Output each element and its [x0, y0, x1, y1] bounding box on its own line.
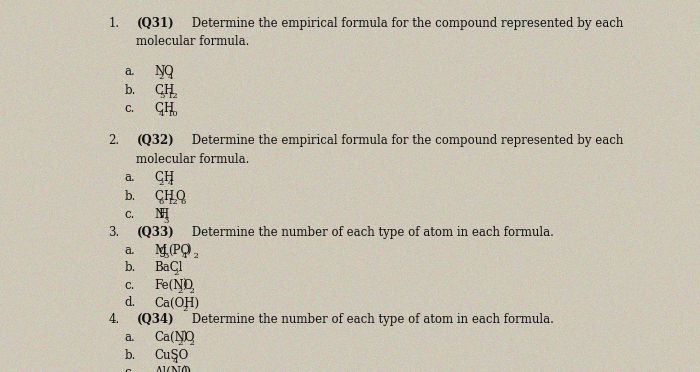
- Text: Ca(OH): Ca(OH): [154, 296, 199, 310]
- Text: 1.: 1.: [108, 17, 120, 30]
- Text: 3: 3: [164, 217, 169, 225]
- Text: (Q33): (Q33): [136, 226, 174, 239]
- Text: Fe(NO: Fe(NO: [154, 279, 193, 292]
- Text: a.: a.: [125, 244, 135, 257]
- Text: 10: 10: [168, 110, 178, 119]
- Text: c.: c.: [125, 102, 135, 115]
- Text: c.: c.: [125, 279, 135, 292]
- Text: a.: a.: [125, 171, 135, 184]
- Text: C: C: [154, 190, 163, 203]
- Text: g: g: [159, 244, 167, 257]
- Text: H: H: [163, 102, 173, 115]
- Text: 12: 12: [168, 92, 178, 100]
- Text: d.: d.: [125, 296, 136, 310]
- Text: (PO: (PO: [168, 244, 190, 257]
- Text: (Q34): (Q34): [136, 313, 174, 326]
- Text: c.: c.: [125, 208, 135, 221]
- Text: 2: 2: [178, 287, 183, 295]
- Text: ): ): [186, 244, 191, 257]
- Text: O: O: [176, 190, 185, 203]
- Text: Determine the number of each type of atom in each formula.: Determine the number of each type of ato…: [188, 313, 554, 326]
- Text: a.: a.: [125, 331, 135, 344]
- Text: 6: 6: [159, 198, 164, 206]
- Text: 2: 2: [159, 73, 164, 81]
- Text: (Q31): (Q31): [136, 17, 174, 30]
- Text: c.: c.: [125, 366, 135, 372]
- Text: H: H: [159, 208, 169, 221]
- Text: 4: 4: [159, 110, 164, 119]
- Text: ): ): [182, 366, 187, 372]
- Text: C: C: [154, 102, 163, 115]
- Text: H: H: [163, 171, 173, 184]
- Text: 12: 12: [168, 198, 178, 206]
- Text: 4.: 4.: [108, 313, 120, 326]
- Text: N: N: [154, 65, 164, 78]
- Text: b.: b.: [125, 261, 136, 274]
- Text: 2: 2: [187, 287, 195, 295]
- Text: 2.: 2.: [108, 134, 120, 147]
- Text: ): ): [182, 331, 187, 344]
- Text: (Q32): (Q32): [136, 134, 174, 147]
- Text: b.: b.: [125, 84, 136, 97]
- Text: a.: a.: [125, 65, 135, 78]
- Text: 6: 6: [180, 198, 186, 206]
- Text: C: C: [154, 171, 163, 184]
- Text: b.: b.: [125, 349, 136, 362]
- Text: CuSO: CuSO: [154, 349, 188, 362]
- Text: 2: 2: [191, 252, 199, 260]
- Text: Determine the number of each type of atom in each formula.: Determine the number of each type of ato…: [188, 226, 554, 239]
- Text: b.: b.: [125, 190, 136, 203]
- Text: H: H: [163, 84, 173, 97]
- Text: 2: 2: [187, 339, 195, 347]
- Text: H: H: [163, 190, 173, 203]
- Text: O: O: [163, 65, 173, 78]
- Text: 2: 2: [183, 305, 188, 313]
- Text: M: M: [154, 244, 166, 257]
- Text: 2: 2: [178, 339, 183, 347]
- Text: 4: 4: [168, 179, 173, 187]
- Text: molecular formula.: molecular formula.: [136, 153, 250, 166]
- Text: ): ): [182, 279, 187, 292]
- Text: N: N: [154, 208, 164, 221]
- Text: molecular formula.: molecular formula.: [136, 35, 250, 48]
- Text: Determine the empirical formula for the compound represented by each: Determine the empirical formula for the …: [188, 17, 623, 30]
- Text: 2: 2: [173, 269, 178, 278]
- Text: BaCl: BaCl: [154, 261, 183, 274]
- Text: 5: 5: [159, 92, 164, 100]
- Text: 2: 2: [159, 179, 164, 187]
- Text: Determine the empirical formula for the compound represented by each: Determine the empirical formula for the …: [188, 134, 623, 147]
- Text: Ca(NO: Ca(NO: [154, 331, 195, 344]
- Text: 4: 4: [168, 73, 173, 81]
- Text: Al(NO: Al(NO: [154, 366, 190, 372]
- Text: 3.: 3.: [108, 226, 120, 239]
- Text: 3: 3: [164, 252, 169, 260]
- Text: C: C: [154, 84, 163, 97]
- Text: 4: 4: [182, 252, 188, 260]
- Text: 4: 4: [173, 357, 178, 365]
